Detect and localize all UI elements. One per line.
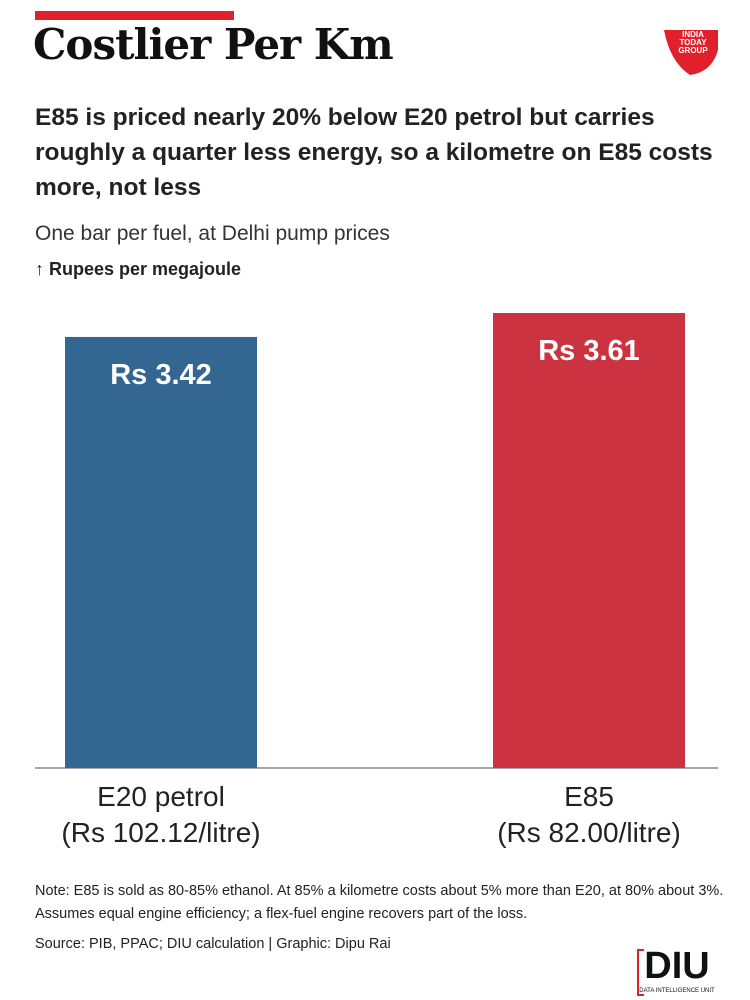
chart-subtitle: E85 is priced nearly 20% below E20 petro…	[35, 104, 713, 201]
x-tick-label: E20 petrol (Rs 102.12/litre)	[61, 781, 261, 848]
chart-title: Costlier Per Km	[33, 20, 394, 69]
logo-text: GROUP	[678, 46, 708, 55]
y-axis-label: ↑ Rupees per megajoule	[35, 259, 242, 279]
x-tick-label: E85 (Rs 82.00/litre)	[497, 781, 681, 848]
logo-bracket	[637, 949, 644, 996]
accent-bar	[35, 11, 234, 20]
value-label: Rs 3.42	[110, 359, 212, 391]
group-logo: INDIA TODAY GROUP	[664, 30, 718, 75]
value-label: Rs 3.61	[538, 335, 640, 367]
note: Note: E85 is sold as 80-85% ethanol. At …	[35, 883, 724, 922]
unit-logo: DIU DATA INTELLIGENCE UNIT	[637, 945, 715, 996]
bar	[65, 336, 257, 768]
logo-shape	[664, 30, 718, 75]
logo-text: INDIA	[682, 30, 704, 39]
logo-subtext: DATA INTELLIGENCE UNIT	[639, 988, 715, 994]
chart-description: One bar per fuel, at Delhi pump prices	[35, 222, 390, 245]
bar	[493, 313, 685, 768]
logo-text: DIU	[644, 945, 709, 987]
source: Source: PIB, PPAC; DIU calculation | Gra…	[35, 936, 391, 952]
logo-text: TODAY	[679, 38, 707, 47]
